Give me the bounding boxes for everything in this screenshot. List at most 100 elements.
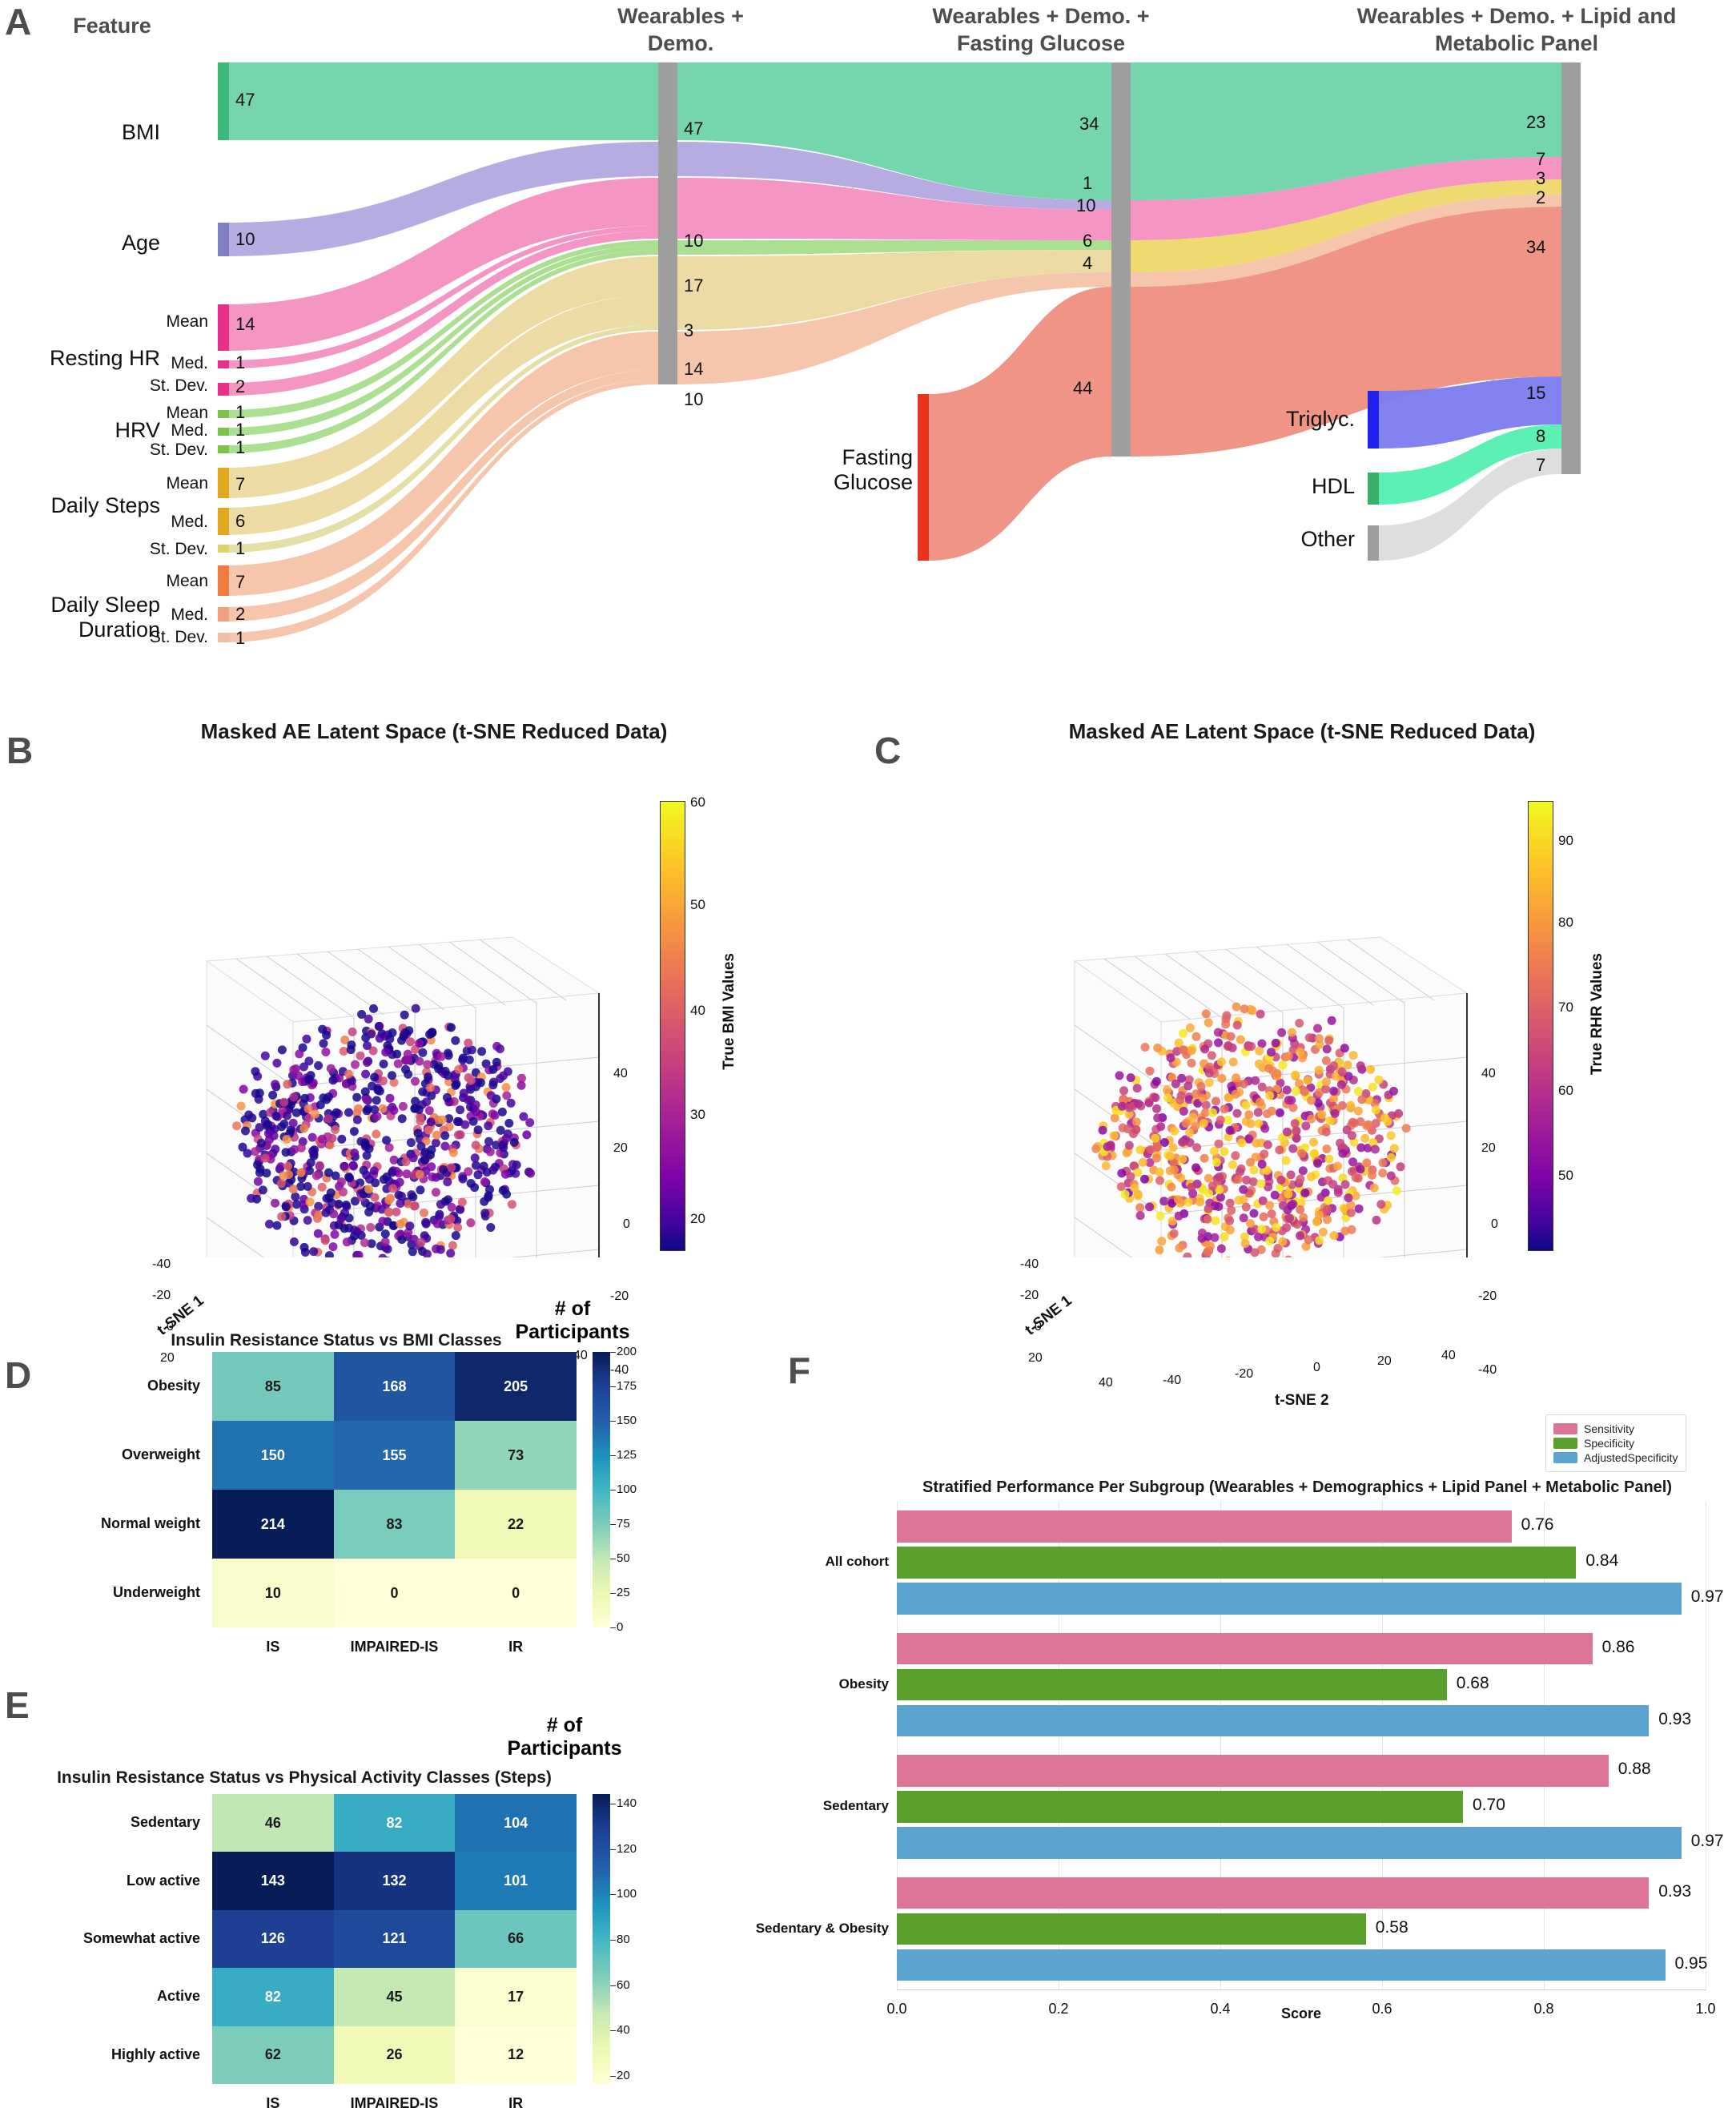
sankey-node-steps-sd [218, 545, 229, 553]
panel-c-ytick-3: 20 [1028, 1351, 1043, 1365]
bar [897, 1877, 1650, 1909]
panel-c-title: Masked AE Latent Space (t-SNE Reduced Da… [1068, 719, 1536, 743]
bar [897, 1511, 1512, 1543]
sankey-col3-value-3: 6 [1083, 231, 1093, 251]
heatmap-colorbar-tick: 20 [617, 2069, 630, 2082]
panel-c-ytick-2: 0 [1035, 1320, 1042, 1334]
heatmap-colorbar-tick: 0 [617, 1620, 624, 1634]
heatmap-cell: 155 [333, 1421, 456, 1490]
sankey-node-hdl [1368, 473, 1379, 505]
panel-c-ztick-4: -40 [1478, 1363, 1497, 1377]
x-axis-tick: 0.4 [1210, 2001, 1231, 2017]
heatmap-colorbar-tick: 50 [617, 1551, 630, 1565]
sankey-col3-value-2: 10 [1076, 195, 1096, 215]
sankey-sublabel-rhr-med: Med. [171, 354, 208, 372]
sankey-col4-value-0: 23 [1526, 112, 1546, 132]
sankey-col2-value-5: 10 [684, 389, 704, 409]
sankey-feature-label-hrv: HRV [115, 418, 160, 442]
sankey-node-hrv-med [218, 428, 229, 436]
sankey-col2-value-2: 17 [684, 276, 704, 296]
sankey-label-triglyc: Triglyc. [1286, 407, 1355, 431]
heatmap-colorbar-tick: 140 [617, 1796, 637, 1810]
sankey-label-fasting-glucose: Fasting Glucose [769, 445, 913, 495]
heatmap-col-label: IS [266, 1639, 280, 1655]
colorbar-title-line-2: Participants [507, 1736, 622, 1760]
sankey-column-header-lipid-metabolic: Wearables + Demo. + Lipid and Metabolic … [1297, 3, 1736, 58]
legend-swatch-adjusted-specificity [1553, 1452, 1577, 1463]
panel-e-colorbar-title: # of Participants [480, 1714, 649, 1760]
sankey-sublabel-sleep-mean: Mean [166, 572, 208, 590]
heatmap-row-label: Underweight [112, 1584, 200, 1600]
x-axis-tick: 0.6 [1372, 2001, 1392, 2017]
panel-letter-e: E [5, 1684, 30, 1726]
heatmap-cell: 168 [333, 1352, 456, 1421]
bar [897, 1827, 1682, 1859]
panel-b-cbar-tick-2: 40 [690, 1003, 705, 1018]
sankey-col4-value-6: 8 [1536, 426, 1546, 446]
panel-b-colorbar [660, 801, 685, 1251]
bar [897, 1913, 1366, 1945]
heatmap-colorbar-tickmark [610, 2030, 616, 2032]
panel-letter-a: A [5, 1, 32, 42]
header-line-2: Fasting Glucose [956, 30, 1126, 55]
header-line-1: Wearables + [617, 4, 744, 28]
panel-f-title: Stratified Performance Per Subgroup (Wea… [922, 1478, 1672, 1496]
sankey-node-rhr-sd [218, 383, 229, 396]
sankey-col4-value-7: 7 [1536, 455, 1546, 475]
heatmap-col-label: IMPAIRED-IS [350, 2095, 439, 2111]
panel-b-ztick-2: 0 [623, 1217, 630, 1231]
heatmap-cell: 0 [455, 1559, 577, 1627]
panel-b-cbar-tick-3: 30 [690, 1107, 705, 1122]
sankey-column-header-fasting-glucose: Wearables + Demo. + Fasting Glucose [873, 3, 1209, 58]
heatmap-cell: 17 [455, 1968, 577, 2026]
grid-line [1544, 1501, 1545, 1989]
legend-label-sensitivity: Sensitivity [1584, 1422, 1635, 1435]
panel-c-xtick-1: -20 [1235, 1367, 1254, 1381]
panel-c-scatter: C Masked AE Latent Space (t-SNE Reduced … [868, 705, 1736, 1409]
panel-c-xtick-0: -40 [1163, 1374, 1182, 1387]
bar-value-label: 0.58 [1375, 1917, 1408, 1937]
sankey-sublabel-rhr-mean: Mean [166, 312, 208, 331]
heatmap-cell: 10 [212, 1559, 334, 1627]
sankey-value-steps-mean: 7 [235, 474, 246, 494]
heatmap-cell: 214 [212, 1490, 334, 1559]
heatmap-cell: 45 [333, 1968, 456, 2026]
heatmap-colorbar-tickmark [610, 1985, 616, 1986]
heatmap-colorbar-tick: 175 [617, 1379, 637, 1393]
header-line-2: Demo. [647, 30, 714, 55]
panel-c-xtick-2: 0 [1313, 1361, 1320, 1374]
heatmap-colorbar-tick: 100 [617, 1887, 637, 1901]
panel-b-cbar-tick-0: 60 [690, 795, 705, 810]
legend-swatch-sensitivity [1553, 1423, 1577, 1434]
heatmap-cell: 150 [212, 1421, 334, 1490]
heatmap-colorbar-tick: 100 [617, 1482, 637, 1496]
fasting-glucose-line-1: Fasting [842, 445, 913, 469]
sankey-col3-value-4: 4 [1083, 253, 1093, 273]
sankey-value-hrv-med: 1 [235, 420, 246, 440]
bar-group-label: All cohort [825, 1554, 889, 1570]
heatmap-cell: 205 [455, 1352, 577, 1421]
sankey-col2-value-0: 47 [684, 119, 704, 139]
heatmap-cell: 82 [212, 1968, 334, 2026]
panel-c-xtick-4: 40 [1441, 1349, 1456, 1362]
panel-f-xaxis-label: Score [1280, 2005, 1322, 2021]
panel-b-cbar-tick-4: 20 [690, 1211, 705, 1226]
panel-b-title: Masked AE Latent Space (t-SNE Reduced Da… [200, 719, 668, 743]
sankey-col3-value-1: 1 [1083, 173, 1093, 193]
heatmap-colorbar-tickmark [610, 1386, 616, 1387]
sankey-col2-value-3: 3 [684, 320, 694, 340]
sankey-sublabel-steps-sd: St. Dev. [149, 540, 208, 558]
sankey-node-sleep-med [218, 607, 229, 622]
panel-letter-c: C [874, 730, 902, 771]
panel-d-colorbar [593, 1352, 610, 1627]
sankey-flows [224, 62, 1561, 642]
heatmap-cell: 121 [333, 1909, 456, 1969]
bar-value-label: 0.86 [1601, 1637, 1635, 1656]
sankey-node-fasting-glucose-stage [1111, 62, 1131, 457]
bar-value-label: 0.84 [1585, 1551, 1619, 1570]
sankey-node-fasting-glucose-source [918, 394, 929, 561]
heatmap-row-label: Overweight [121, 1446, 200, 1462]
panel-letter-b: B [6, 730, 34, 771]
panel-c-ytick-0: -40 [1020, 1257, 1039, 1271]
heatmap-colorbar-tickmark [610, 1849, 616, 1850]
